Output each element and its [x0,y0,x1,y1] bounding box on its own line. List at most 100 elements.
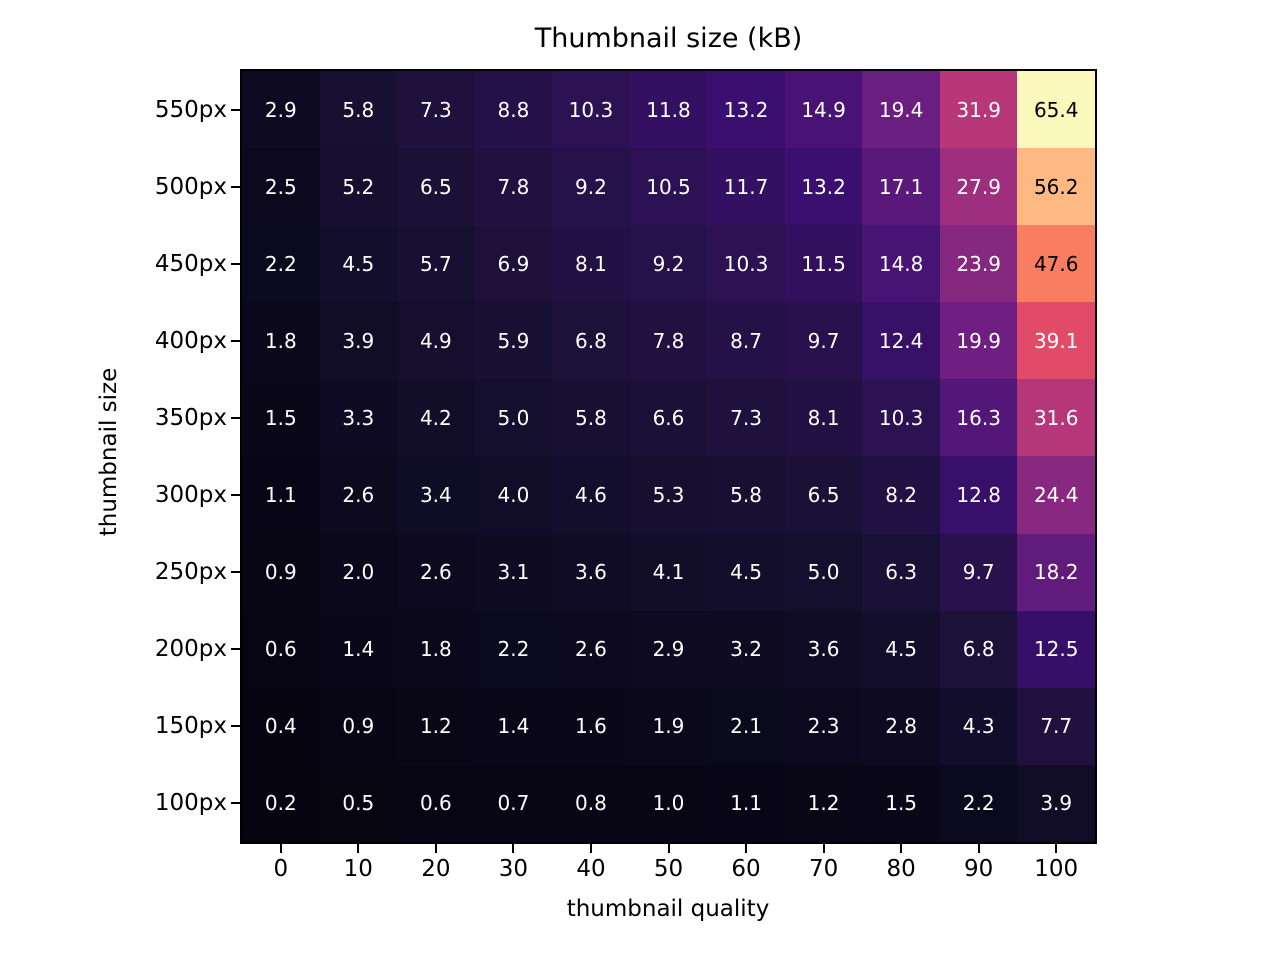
heatmap-cell-500px-q20: 6.5 [397,148,475,226]
x-tick-label-60: 60 [731,856,761,882]
heatmap-cell-350px-q20: 4.2 [397,379,475,457]
heatmap-cell-300px-q50: 5.3 [629,456,708,534]
x-tick-mark-50 [667,844,670,853]
x-tick-label-90: 90 [964,856,994,882]
heatmap-cell-200px-q50: 2.9 [629,610,708,688]
heatmap-cell-200px-q80: 4.5 [862,610,940,688]
x-tick-mark-20 [434,844,437,853]
heatmap-cell-400px-q90: 19.9 [939,302,1018,380]
heatmap-cell-450px-q90: 23.9 [939,225,1018,303]
heatmap-cell-150px-q70: 2.3 [784,687,863,765]
heatmap-cell-150px-q50: 1.9 [629,687,708,765]
heatmap-cell-500px-q40: 9.2 [552,148,630,226]
heatmap-cell-200px-q20: 1.8 [397,610,475,688]
x-tick-label-50: 50 [653,856,684,882]
heatmap-cell-350px-q0: 1.5 [242,379,320,457]
heatmap-cell-100px-q0: 0.2 [242,764,320,842]
heatmap-cell-450px-q100: 47.6 [1017,225,1095,303]
heatmap-cell-300px-q20: 3.4 [397,456,475,534]
y-tick-mark-200px [231,648,240,651]
x-tick-mark-70 [822,844,825,853]
heatmap-cell-300px-q40: 4.6 [552,456,630,534]
heatmap-grid: 2.9 5.8 7.3 8.8 10.3 11.8 13.2 14.9 19.4 31.9 65.4… [242,71,1095,842]
y-tick-label-100px: 100px [154,790,227,817]
heatmap-cell-500px-q80: 17.1 [862,148,940,226]
heatmap-cell-250px-q90: 9.7 [939,533,1018,611]
x-tick-label-0: 0 [273,856,289,882]
heatmap-cell-400px-q30: 5.9 [474,302,553,380]
heatmap-cell-500px-q100: 56.2 [1017,148,1095,226]
heatmap-cell-250px-q100: 18.2 [1017,533,1095,611]
heatmap-cell-150px-q0: 0.4 [242,687,320,765]
heatmap-cell-250px-q10: 2.0 [319,533,398,611]
heatmap-cell-550px-q50: 11.8 [629,71,708,149]
heatmap-cell-450px-q30: 6.9 [474,225,553,303]
x-axis-label: thumbnail quality [566,896,770,922]
heatmap-cell-250px-q0: 0.9 [242,533,320,611]
heatmap-cell-100px-q70: 1.2 [784,764,863,842]
heatmap-cell-300px-q70: 6.5 [784,456,863,534]
heatmap-cell-100px-q30: 0.7 [474,764,553,842]
heatmap-cell-200px-q100: 12.5 [1017,610,1095,688]
heatmap-cell-550px-q60: 13.2 [707,71,785,149]
heatmap-cell-400px-q50: 7.8 [629,302,708,380]
y-axis-label: thumbnail size [96,367,122,537]
y-tick-mark-500px [231,185,240,188]
heatmap-cell-200px-q30: 2.2 [474,610,553,688]
heatmap-cell-500px-q70: 13.2 [784,148,863,226]
x-tick-mark-0 [279,844,282,853]
heatmap-cell-100px-q60: 1.1 [707,764,785,842]
y-tick-mark-250px [231,571,240,574]
heatmap-cell-300px-q30: 4.0 [474,456,553,534]
x-tick-label-20: 20 [421,856,451,882]
heatmap-cell-100px-q90: 2.2 [939,764,1018,842]
y-tick-label-550px: 550px [154,96,227,123]
x-tick-label-10: 10 [343,856,373,882]
heatmap-cell-550px-q20: 7.3 [397,71,475,149]
heatmap-cell-350px-q90: 16.3 [939,379,1018,457]
heatmap-cell-250px-q20: 2.6 [397,533,475,611]
x-tick-label-40: 40 [576,856,606,882]
y-tick-mark-400px [231,339,240,342]
heatmap-cell-500px-q0: 2.5 [242,148,320,226]
heatmap-cell-300px-q10: 2.6 [319,456,398,534]
heatmap-cell-100px-q100: 3.9 [1017,764,1095,842]
heatmap-cell-500px-q30: 7.8 [474,148,553,226]
heatmap-cell-400px-q60: 8.7 [707,302,785,380]
heatmap-cell-450px-q60: 10.3 [707,225,785,303]
heatmap-cell-100px-q40: 0.8 [552,764,630,842]
x-tick-label-70: 70 [808,856,839,882]
heatmap-cell-400px-q100: 39.1 [1017,302,1095,380]
x-tick-mark-40 [589,844,592,853]
heatmap-cell-150px-q80: 2.8 [862,687,940,765]
y-tick-label-350px: 350px [154,404,227,431]
y-tick-label-300px: 300px [154,482,227,509]
heatmap-cell-250px-q40: 3.6 [552,533,630,611]
heatmap-cell-400px-q40: 6.8 [552,302,630,380]
heatmap-cell-400px-q0: 1.8 [242,302,320,380]
heatmap-cell-350px-q100: 31.6 [1017,379,1095,457]
heatmap-cell-450px-q20: 5.7 [397,225,475,303]
heatmap-cell-450px-q50: 9.2 [629,225,708,303]
heatmap-cell-450px-q0: 2.2 [242,225,320,303]
y-tick-mark-550px [231,108,240,111]
heatmap-cell-500px-q10: 5.2 [319,148,398,226]
heatmap-cell-200px-q0: 0.6 [242,610,320,688]
heatmap-cell-400px-q10: 3.9 [319,302,398,380]
x-tick-mark-30 [512,844,515,853]
heatmap-cell-250px-q50: 4.1 [629,533,708,611]
heatmap-cell-200px-q40: 2.6 [552,610,630,688]
heatmap-cell-400px-q80: 12.4 [862,302,940,380]
heatmap-cell-400px-q20: 4.9 [397,302,475,380]
y-tick-mark-150px [231,725,240,728]
heatmap-cell-550px-q100: 65.4 [1017,71,1095,149]
x-tick-mark-10 [357,844,360,853]
heatmap-cell-300px-q60: 5.8 [707,456,785,534]
heatmap-cell-150px-q30: 1.4 [474,687,553,765]
heatmap-cell-150px-q100: 7.7 [1017,687,1095,765]
heatmap-cell-250px-q70: 5.0 [784,533,863,611]
y-tick-mark-350px [231,416,240,419]
heatmap-cell-200px-q60: 3.2 [707,610,785,688]
heatmap-cell-150px-q60: 2.1 [707,687,785,765]
heatmap-cell-300px-q90: 12.8 [939,456,1018,534]
